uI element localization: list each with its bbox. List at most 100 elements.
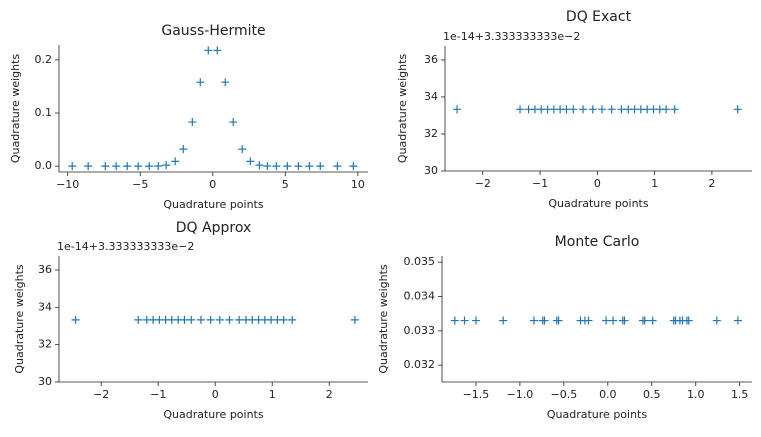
marker: [609, 316, 618, 325]
marker: [123, 162, 132, 171]
marker: [235, 315, 244, 324]
marker: [602, 316, 611, 325]
marker: [305, 162, 314, 171]
y-tick-label: 36: [38, 263, 52, 276]
x-tick-label: 0: [209, 178, 216, 191]
marker: [640, 316, 649, 325]
x-tick-label: 10: [351, 178, 365, 191]
marker: [179, 145, 188, 154]
x-tick-label: −1.5: [463, 388, 490, 401]
marker: [620, 316, 629, 325]
marker: [272, 162, 281, 171]
marker: [579, 105, 588, 114]
marker: [617, 105, 626, 114]
marker: [187, 315, 196, 324]
y-tick-label: 32: [424, 127, 438, 140]
x-tick-label: 1.5: [731, 388, 749, 401]
marker: [279, 315, 288, 324]
chart-title: Gauss-Hermite: [161, 23, 265, 39]
marker: [662, 105, 671, 114]
y-tick-label: 0.032: [404, 358, 436, 371]
y-tick-label: 30: [424, 164, 438, 177]
x-tick-label: −0.5: [550, 388, 577, 401]
x-tick-label: −5: [132, 178, 148, 191]
marker: [499, 316, 508, 325]
y-tick-label: 0.2: [35, 53, 53, 66]
marker: [288, 315, 297, 324]
marker: [607, 105, 616, 114]
y-tick-label: 0.034: [404, 290, 436, 303]
marker: [84, 162, 93, 171]
y-tick-label: 0.033: [404, 324, 436, 337]
y-tick-label: 34: [424, 90, 438, 103]
marker: [648, 316, 657, 325]
marker: [204, 46, 213, 55]
marker: [255, 161, 264, 170]
marker: [196, 78, 205, 87]
marker: [460, 316, 469, 325]
y-tick-label: 30: [38, 375, 52, 388]
marker: [263, 161, 272, 170]
marker: [316, 162, 325, 171]
x-axis-label: Quadrature points: [547, 408, 647, 421]
x-axis-label: Quadrature points: [548, 197, 648, 210]
x-tick-label: 0.5: [643, 388, 661, 401]
x-tick-label: 1.0: [687, 388, 705, 401]
y-tick-label: 0.0: [35, 159, 53, 172]
marker: [529, 316, 538, 325]
y-axis-label: Quadrature weights: [9, 54, 22, 164]
x-tick-label: 1: [269, 388, 276, 401]
marker: [670, 105, 679, 114]
marker: [154, 161, 163, 170]
marker: [238, 145, 247, 154]
marker: [145, 162, 154, 171]
marker: [733, 316, 742, 325]
y-axis-label: Quadrature weights: [13, 264, 26, 374]
marker: [453, 105, 462, 114]
chart-title: Monte Carlo: [555, 234, 640, 250]
marker: [134, 315, 143, 324]
marker: [450, 316, 459, 325]
marker: [712, 316, 721, 325]
y-tick-label: 0.035: [404, 255, 436, 268]
marker: [516, 105, 525, 114]
marker: [471, 316, 480, 325]
marker: [221, 78, 230, 87]
x-tick-label: 0: [212, 388, 219, 401]
x-axis-label: Quadrature points: [163, 408, 263, 421]
x-tick-label: 5: [282, 178, 289, 191]
x-tick-label: 0.0: [599, 388, 617, 401]
marker: [134, 162, 143, 171]
x-tick-label: −2: [93, 388, 109, 401]
x-tick-label: 2: [708, 177, 715, 190]
marker: [554, 316, 563, 325]
marker: [112, 162, 121, 171]
marker: [225, 315, 234, 324]
marker: [196, 315, 205, 324]
chart-title: DQ Exact: [566, 9, 632, 25]
marker: [733, 105, 742, 114]
marker: [213, 46, 222, 55]
marker: [206, 315, 215, 324]
x-axis-label: Quadrature points: [163, 198, 263, 211]
marker: [101, 162, 110, 171]
marker: [215, 315, 224, 324]
x-tick-label: −1.0: [507, 388, 534, 401]
marker: [569, 105, 578, 114]
y-tick-label: 36: [424, 53, 438, 66]
marker: [68, 162, 77, 171]
y-tick-label: 32: [38, 338, 52, 351]
y-tick-label: 34: [38, 300, 52, 313]
marker: [188, 118, 197, 127]
marker: [294, 162, 303, 171]
marker: [71, 315, 80, 324]
marker: [162, 161, 171, 170]
marker: [584, 316, 593, 325]
marker: [540, 316, 549, 325]
x-tick-label: 2: [326, 388, 333, 401]
marker: [684, 316, 693, 325]
x-tick-label: −10: [56, 178, 79, 191]
x-tick-label: 1: [651, 177, 658, 190]
x-tick-label: −1: [150, 388, 166, 401]
